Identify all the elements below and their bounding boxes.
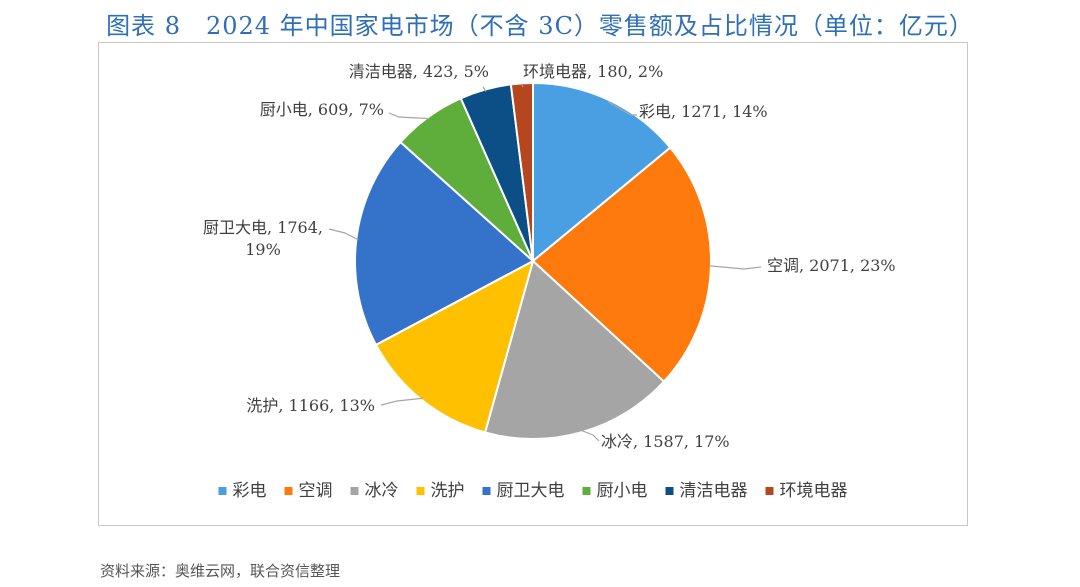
legend-swatch-5 xyxy=(482,487,491,495)
legend-swatch-8 xyxy=(765,487,774,495)
legend-label-7: 清洁电器 xyxy=(680,481,748,501)
legend-swatch-2 xyxy=(284,487,293,495)
slice-label-4: 洗护, 1166, 13% xyxy=(246,396,375,415)
leader-line-3 xyxy=(580,429,600,442)
legend-swatch-6 xyxy=(582,487,591,495)
slice-label-5-line2: 19% xyxy=(245,240,281,259)
legend-label-6: 厨小电 xyxy=(597,481,648,501)
chart-area: 彩电, 1271, 14% 空调, 2071, 23% 冰冷, 1587, 17% 洗… xyxy=(98,42,968,526)
slice-label-8: 环境电器, 180, 2% xyxy=(523,62,663,81)
legend-swatch-4 xyxy=(416,487,425,495)
legend-label-2: 空调 xyxy=(299,481,333,501)
slice-label-3: 冰冷, 1587, 17% xyxy=(601,432,730,451)
pie-chart: 彩电, 1271, 14% 空调, 2071, 23% 冰冷, 1587, 17% 洗… xyxy=(203,62,896,501)
slice-label-7: 清洁电器, 423, 5% xyxy=(349,62,489,81)
legend-label-8: 环境电器 xyxy=(780,481,848,501)
legend-swatch-3 xyxy=(350,487,359,495)
pie-slices xyxy=(354,81,712,440)
leader-line-7 xyxy=(482,86,487,92)
leader-line-4 xyxy=(380,397,423,406)
pie-slice-4 xyxy=(374,259,535,434)
legend: 彩电 空调 冰冷 洗护 厨卫大电 厨小电 清洁电器 环境电器 xyxy=(218,481,848,501)
source-note: 资料来源：奥维云网，联合资信整理 xyxy=(100,562,341,580)
slice-label-5: 厨卫大电, 1764, xyxy=(203,218,323,237)
leader-line-2 xyxy=(708,265,762,270)
pie-slice-1 xyxy=(532,81,672,264)
slice-label-2: 空调, 2071, 23% xyxy=(767,256,896,275)
legend-label-4: 洗护 xyxy=(431,481,465,501)
legend-swatch-1 xyxy=(218,487,227,495)
leader-line-6 xyxy=(388,112,430,120)
leader-line-8 xyxy=(521,85,524,88)
slice-label-6: 厨小电, 609, 7% xyxy=(260,100,384,119)
legend-label-5: 厨卫大电 xyxy=(497,481,565,501)
slice-label-1: 彩电, 1271, 14% xyxy=(639,102,768,121)
leader-line-5 xyxy=(328,228,359,241)
figure-title: 图表 8 2024 年中国家电市场（不含 3C）零售额及占比情况（单位：亿元） xyxy=(106,12,974,40)
leader-line-1 xyxy=(607,101,637,116)
legend-label-1: 彩电 xyxy=(233,481,267,501)
slice-labels: 彩电, 1271, 14% 空调, 2071, 23% 冰冷, 1587, 17% 洗… xyxy=(203,62,896,451)
leader-lines xyxy=(328,85,762,442)
pie-slice-8 xyxy=(509,81,534,262)
legend-label-3: 冰冷 xyxy=(365,481,399,501)
pie-slice-3 xyxy=(483,259,666,440)
pie-slice-5 xyxy=(354,140,535,347)
legend-swatch-7 xyxy=(665,487,674,495)
